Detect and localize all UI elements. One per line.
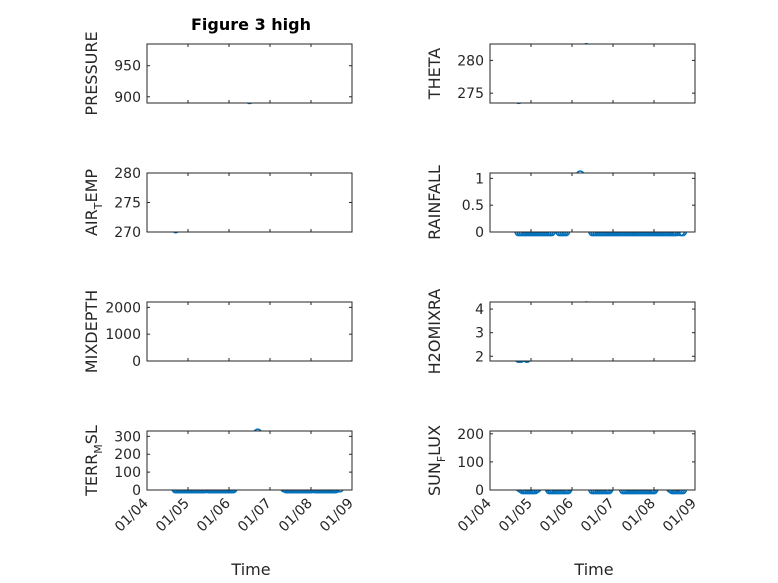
y-tick-label: 950 <box>114 59 141 75</box>
y-tick-label: 2000 <box>105 300 141 316</box>
subplot-theta: 275 280 THETA <box>425 42 696 105</box>
y-tick-label: 275 <box>457 86 484 102</box>
y-tick-label: 100 <box>114 465 141 481</box>
subplot-terr-msl: 0 100 200 300 01/04 01/05 01/06 01/07 01/08 01/09… <box>82 425 357 535</box>
y-tick-label: 100 <box>457 455 484 471</box>
x-tick-label: 01/05 <box>496 496 536 536</box>
x-axis-label-right: Time <box>573 560 613 579</box>
x-tick-label: 01/04 <box>455 495 495 535</box>
y-tick-label: 4 <box>475 302 484 318</box>
y-tick-label: 0 <box>132 354 141 370</box>
y-tick-label: 0.5 <box>462 198 484 214</box>
y-tick-label: 200 <box>457 427 484 443</box>
x-tick-label: 01/04 <box>112 495 152 535</box>
y-tick-label: 3 <box>475 326 484 342</box>
y-tick-label: 2 <box>475 349 484 365</box>
y-tick-label: 0 <box>132 483 141 499</box>
x-axis-label-left: Time <box>230 560 270 579</box>
x-tick-label: 01/09 <box>317 496 357 536</box>
figure-title: Figure 3 high <box>191 15 311 34</box>
y-tick-label: 275 <box>114 196 141 212</box>
y-tick-label: 300 <box>114 429 141 445</box>
y-axis-label: TERRMSL <box>82 425 105 497</box>
x-tick-label: 01/06 <box>194 495 234 535</box>
subplot-rainfall: 0 0.5 1 RAINFALL <box>425 165 696 241</box>
subplot-h2omixra: 2 3 4 H2OMIXRA <box>425 289 696 375</box>
x-tick-label: 01/06 <box>537 495 577 535</box>
y-axis-label: SUNFLUX <box>425 425 448 496</box>
axes-box <box>489 430 696 491</box>
y-tick-label: 270 <box>114 225 141 241</box>
y-tick-label: 1 <box>475 171 484 187</box>
x-tick-label: 01/07 <box>578 496 618 536</box>
x-tick-label: 01/09 <box>660 496 700 536</box>
axes-box <box>489 172 696 233</box>
subplot-sun-flux: 0 100 200 01/04 01/05 01/06 01/07 01/08 01/09 SUN… <box>425 425 700 535</box>
y-axis-label: RAINFALL <box>425 165 444 240</box>
y-axis-label: H2OMIXRA <box>425 289 444 375</box>
x-tick-label: 01/05 <box>153 496 193 536</box>
y-axis-label: AIRTEMP <box>82 169 105 236</box>
axes-box <box>489 43 696 104</box>
axes-box <box>146 172 353 233</box>
y-axis-label: PRESSURE <box>82 31 101 115</box>
y-tick-label: 280 <box>457 53 484 69</box>
axes-box <box>489 301 696 362</box>
x-tick-label: 01/07 <box>235 496 275 536</box>
axes-box <box>146 43 353 104</box>
subplot-grid: 900 950 PRESSURE 275 280 THETA 270 275 280 AIRTEM… <box>82 31 700 535</box>
subplot-air-temp: 270 275 280 AIRTEMP <box>82 166 353 241</box>
y-tick-label: 0 <box>475 225 484 241</box>
axes-box <box>146 430 353 491</box>
x-tick-label: 01/08 <box>276 496 316 536</box>
y-axis-label: MIXDEPTH <box>82 290 101 373</box>
subplot-pressure: 900 950 PRESSURE <box>82 31 353 116</box>
x-tick-label: 01/08 <box>619 496 659 536</box>
y-tick-label: 900 <box>114 90 141 106</box>
y-tick-label: 280 <box>114 166 141 182</box>
axes-box <box>146 301 353 362</box>
y-tick-label: 1000 <box>105 327 141 343</box>
y-axis-label: THETA <box>425 48 444 100</box>
y-tick-label: 0 <box>475 483 484 499</box>
y-tick-label: 200 <box>114 447 141 463</box>
